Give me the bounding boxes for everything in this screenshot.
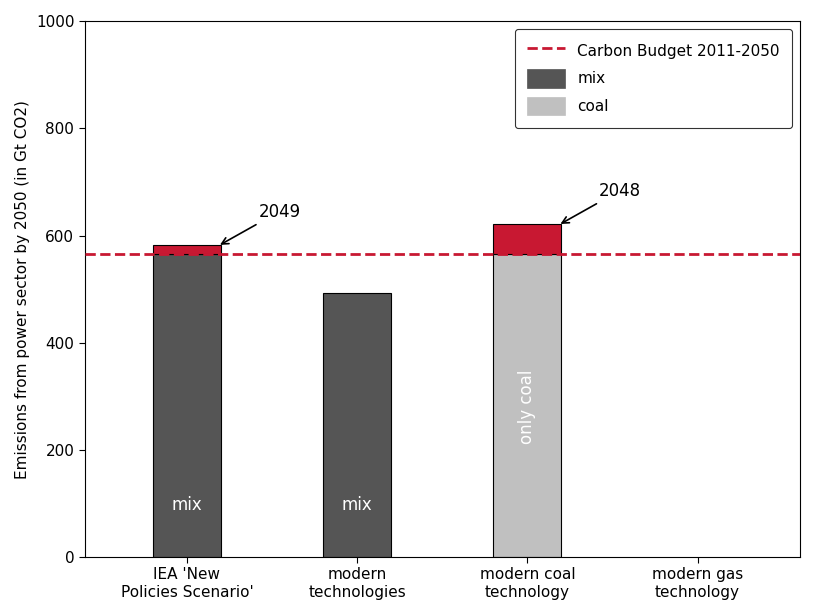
- Bar: [323, 293, 391, 557]
- Bar: [493, 224, 562, 254]
- Bar: [153, 254, 221, 557]
- Text: mix: mix: [171, 496, 202, 514]
- Bar: [153, 245, 221, 254]
- Text: 2049: 2049: [222, 202, 301, 244]
- Text: mix: mix: [341, 496, 372, 514]
- Legend: Carbon Budget 2011-2050, mix, coal: Carbon Budget 2011-2050, mix, coal: [515, 29, 792, 127]
- Bar: [493, 254, 562, 557]
- Text: only coal: only coal: [518, 370, 536, 444]
- Text: 2048: 2048: [562, 181, 641, 223]
- Y-axis label: Emissions from power sector by 2050 (in Gt CO2): Emissions from power sector by 2050 (in …: [15, 100, 30, 478]
